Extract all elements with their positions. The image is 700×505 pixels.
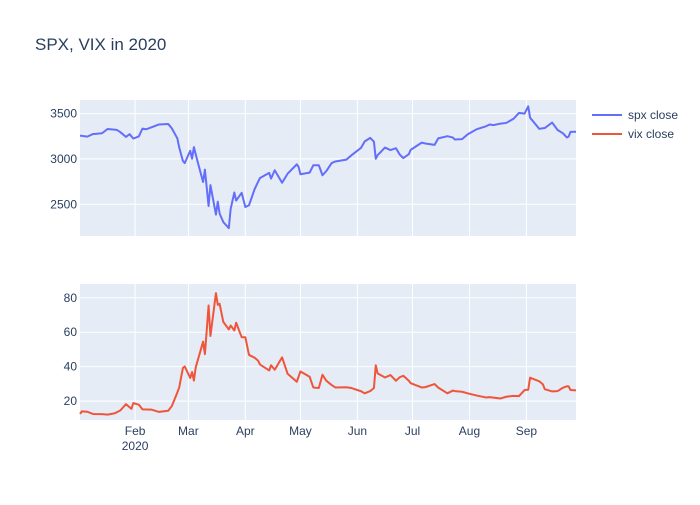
x-tick-sublabel: 2020 — [122, 439, 149, 453]
legend-label: vix close — [628, 127, 674, 141]
chart-title: SPX, VIX in 2020 — [35, 35, 166, 54]
panel-1: 2500 3000 3500 — [50, 100, 577, 236]
series-line-vix-close — [79, 292, 577, 416]
y-tick-label: 3000 — [50, 152, 77, 166]
series-line-spx-close — [79, 105, 577, 230]
plot-background — [80, 284, 576, 420]
x-tick-label: Mar — [178, 424, 199, 438]
x-tick-label: Jun — [348, 424, 367, 438]
x-tick-label: Aug — [459, 424, 480, 438]
x-tick-label: Feb — [125, 424, 146, 438]
y-tick-label: 2500 — [50, 197, 77, 211]
y-tick-label: 3500 — [50, 107, 77, 121]
legend-item-spx-close[interactable]: spx close — [592, 108, 678, 122]
x-tick-label: Apr — [236, 424, 255, 438]
x-tick-label: Jul — [405, 424, 420, 438]
legend-label: spx close — [628, 108, 678, 122]
legend-item-vix-close[interactable]: vix close — [592, 127, 674, 141]
y-tick-label: 40 — [64, 360, 78, 374]
y-tick-label: 20 — [64, 394, 78, 408]
y-tick-label: 80 — [64, 291, 78, 305]
y-tick-label: 60 — [64, 325, 78, 339]
x-tick-label: May — [289, 424, 312, 438]
chart-legend[interactable]: spx close vix close — [592, 108, 678, 141]
x-tick-label: Sep — [516, 424, 538, 438]
